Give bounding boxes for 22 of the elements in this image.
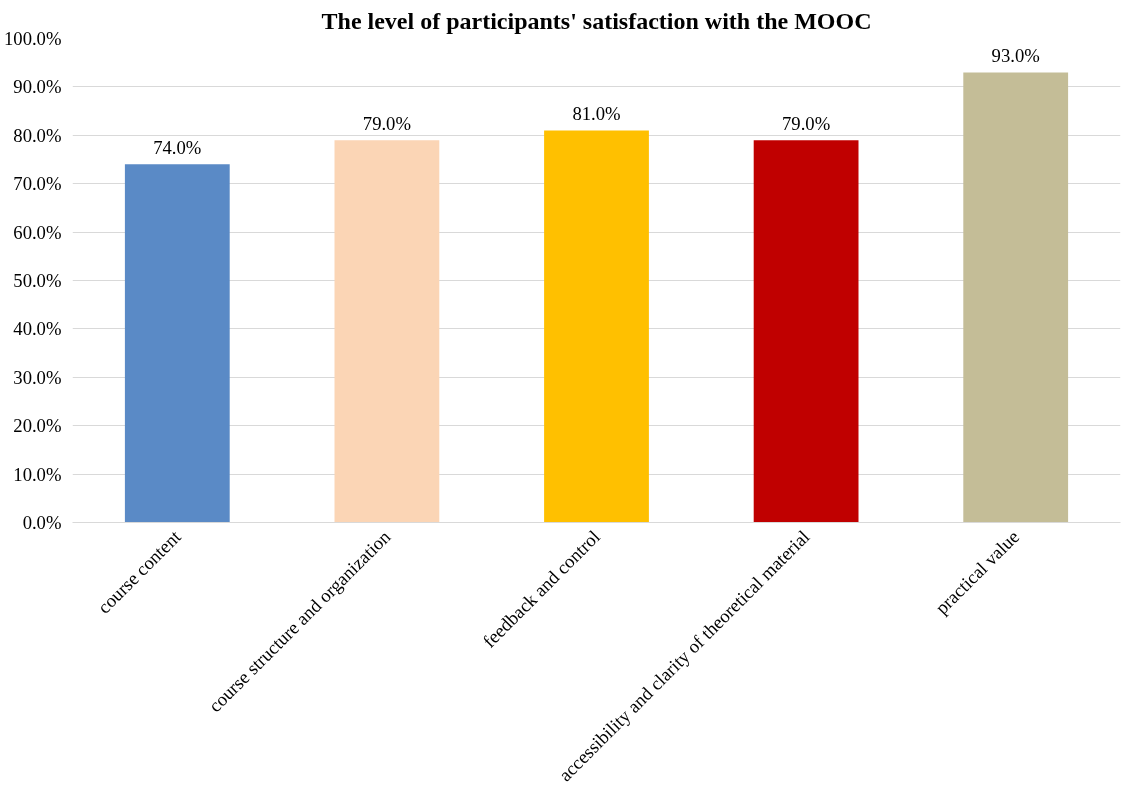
bar — [544, 130, 649, 523]
data-label: 79.0% — [782, 113, 831, 135]
bar — [334, 140, 440, 523]
y-tick-label: 30.0% — [13, 366, 62, 388]
data-label: 79.0% — [362, 113, 412, 135]
y-tick-label: 100.0% — [3, 28, 62, 49]
data-label: 74.0% — [153, 137, 202, 159]
data-label: 81.0% — [572, 103, 621, 125]
y-tick-label: 70.0% — [13, 173, 62, 195]
y-tick-label: 0.0% — [22, 512, 62, 533]
bar — [963, 72, 1069, 523]
chart-title: The level of participants' satisfaction with the MOOC — [321, 7, 872, 34]
y-tick-label: 10.0% — [13, 463, 62, 485]
bar — [753, 140, 859, 523]
y-tick-label: 60.0% — [13, 221, 62, 243]
bar — [124, 164, 230, 523]
y-tick-label: 20.0% — [13, 415, 62, 437]
y-tick-label: 50.0% — [13, 270, 62, 291]
y-tick-label: 90.0% — [13, 76, 62, 98]
y-tick-label: 40.0% — [13, 318, 62, 340]
y-tick-label: 80.0% — [13, 124, 62, 146]
data-label: 93.0% — [991, 45, 1040, 67]
